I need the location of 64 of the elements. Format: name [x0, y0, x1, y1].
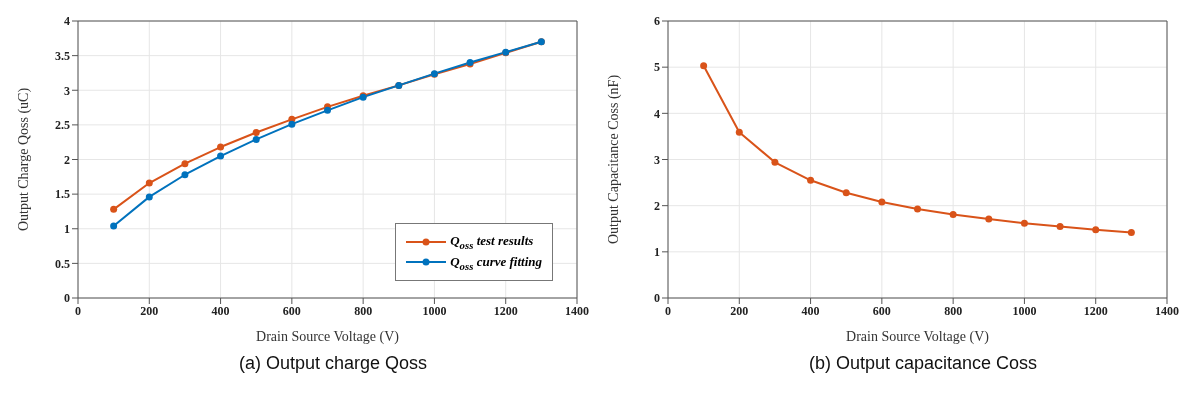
x-tick-label: 1000 — [422, 303, 447, 318]
y-tick-label: 1.5 — [55, 187, 70, 202]
point — [110, 205, 118, 213]
x-tick-label: 200 — [140, 303, 159, 318]
point — [1020, 219, 1028, 227]
point — [181, 171, 189, 179]
x-tick-label: 0 — [665, 303, 671, 318]
point — [110, 222, 118, 230]
x-tick-label: 1200 — [493, 303, 518, 318]
x-tick-label: 600 — [282, 303, 301, 318]
y-tick-label: 3 — [64, 83, 70, 98]
point — [842, 189, 850, 197]
x-tick-label: 800 — [354, 303, 373, 318]
x-tick-label: 200 — [730, 303, 749, 318]
x-tick-label: 1400 — [1155, 303, 1179, 318]
point — [217, 143, 225, 151]
point — [1056, 222, 1064, 230]
point — [1092, 226, 1100, 234]
y-tick-label: 2 — [64, 152, 70, 167]
point — [914, 205, 921, 213]
text: (b) Output capacitance Coss — [807, 353, 1039, 374]
point — [949, 210, 957, 218]
y-tick-label: 3.5 — [55, 48, 70, 63]
point — [181, 160, 189, 168]
point — [735, 128, 743, 136]
point — [288, 120, 296, 128]
point — [252, 128, 260, 136]
point — [145, 179, 153, 187]
y-axis-title: Output Capacitance Coss (nF) — [605, 74, 622, 245]
y-axis-title: Output Charge Qoss (uC) — [15, 87, 32, 232]
y-tick-label: 1 — [64, 222, 70, 237]
x-axis-title: Drain Source Voltage (V) — [256, 329, 400, 345]
y-tick-label: 1 — [654, 245, 660, 260]
x-tick-label: 1400 — [565, 303, 589, 318]
x-tick-label: 0 — [75, 303, 81, 318]
point — [771, 158, 779, 166]
point — [1127, 228, 1135, 236]
point — [807, 176, 815, 184]
y-tick-label: 5 — [654, 60, 660, 75]
point — [700, 62, 708, 70]
x-tick-label: 1000 — [1012, 303, 1037, 318]
text: (a) Output charge Qoss — [237, 353, 429, 374]
y-tick-label: 0.5 — [55, 256, 70, 271]
x-tick-label: 400 — [211, 303, 230, 318]
point — [878, 198, 886, 206]
x-tick-label: 600 — [872, 303, 891, 318]
y-tick-label: 6 — [654, 14, 660, 29]
y-tick-label: 2 — [654, 198, 660, 213]
y-tick-label: 4 — [654, 106, 660, 121]
point — [145, 193, 153, 201]
y-tick-label: 2.5 — [55, 118, 70, 133]
x-tick-label: 800 — [944, 303, 963, 318]
legend-label: Q$_{oss}$ curve fitting — [450, 253, 542, 272]
y-tick-label: 0 — [64, 291, 70, 306]
legend-label: Q$_{oss}$ test results — [450, 233, 534, 251]
point — [252, 135, 260, 143]
point — [985, 215, 993, 223]
y-tick-label: 4 — [64, 14, 70, 29]
y-tick-label: 0 — [654, 291, 660, 306]
point — [217, 152, 225, 160]
x-tick-label: 1200 — [1083, 303, 1108, 318]
x-axis-title: Drain Source Voltage (V) — [846, 329, 990, 345]
x-tick-label: 400 — [801, 303, 820, 318]
y-tick-label: 3 — [654, 152, 660, 167]
